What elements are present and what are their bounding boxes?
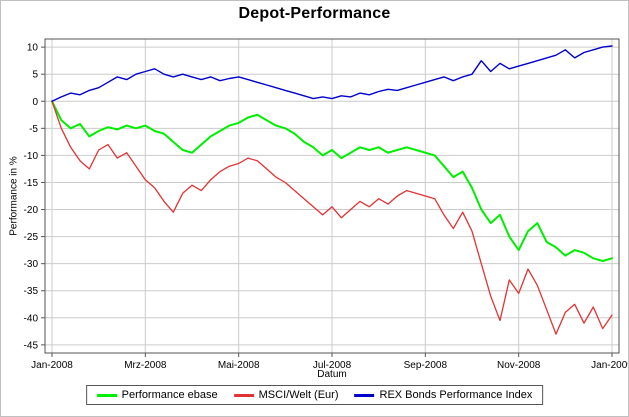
svg-text:Jan-2009: Jan-2009 [591,360,629,371]
svg-text:-40: -40 [24,313,39,324]
svg-text:-5: -5 [29,124,38,135]
legend-item-rex-bonds: REX Bonds Performance Index [354,389,533,401]
y-axis-label: Performance in % [8,156,20,236]
svg-text:10: 10 [27,43,39,54]
svg-text:-25: -25 [24,232,39,243]
legend-swatch-green-line [96,393,117,397]
legend-label: REX Bonds Performance Index [379,389,533,401]
chart-legend: Performance ebase MSCI/Welt (Eur) REX Bo… [85,385,544,405]
svg-text:-35: -35 [24,286,39,297]
svg-text:Jan-2008: Jan-2008 [31,360,73,371]
svg-text:Nov-2008: Nov-2008 [497,360,541,371]
svg-text:-20: -20 [24,205,39,216]
svg-text:Sep-2008: Sep-2008 [404,360,448,371]
legend-label: Performance ebase [121,389,218,401]
legend-item-performance-ebase: Performance ebase [96,389,218,401]
svg-text:5: 5 [32,70,38,81]
x-axis-label: Datum [317,369,347,380]
legend-item-msci-welt: MSCI/Welt (Eur) [233,389,339,401]
chart-title: Depot-Performance [238,5,391,22]
legend-swatch-blue-line [354,393,375,397]
svg-text:-30: -30 [24,259,39,270]
svg-text:-10: -10 [24,151,39,162]
svg-text:Mai-2008: Mai-2008 [218,360,260,371]
svg-text:0: 0 [32,97,38,108]
legend-label: MSCI/Welt (Eur) [258,389,339,401]
legend-swatch-red-line [233,393,254,397]
svg-text:Jul-2008: Jul-2008 [313,360,352,371]
svg-text:-45: -45 [24,340,39,351]
svg-text:Mrz-2008: Mrz-2008 [124,360,167,371]
svg-text:-15: -15 [24,178,39,189]
